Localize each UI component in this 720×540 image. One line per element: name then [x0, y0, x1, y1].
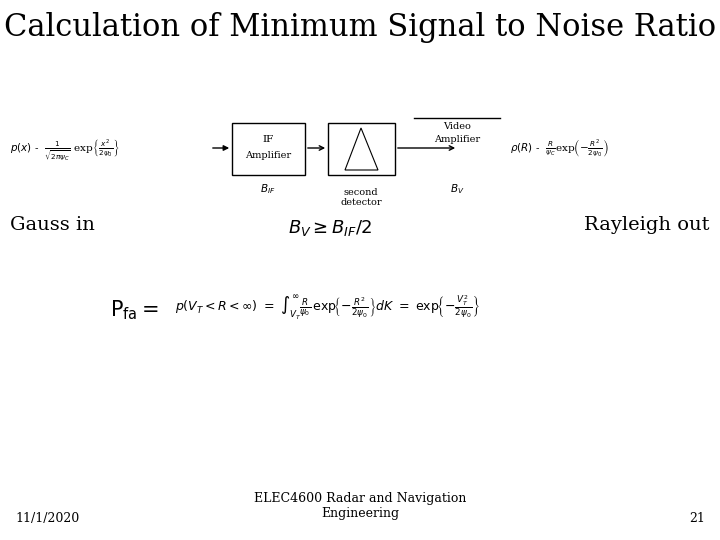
Text: ELEC4600 Radar and Navigation
Engineering: ELEC4600 Radar and Navigation Engineerin…	[254, 492, 466, 520]
Text: Rayleigh out: Rayleigh out	[585, 216, 710, 234]
Text: $B_V{\geq}B_{IF}/2$: $B_V{\geq}B_{IF}/2$	[288, 218, 372, 238]
Text: detector: detector	[340, 198, 382, 207]
Text: Gauss in: Gauss in	[10, 216, 95, 234]
Text: $\rho(R)$ -  $\frac{R}{\psi_C}$exp$\left(-\frac{R^2}{2\psi_0}\right)$: $\rho(R)$ - $\frac{R}{\psi_C}$exp$\left(…	[510, 137, 608, 159]
FancyBboxPatch shape	[232, 123, 305, 175]
Text: $p(V_T < R < \infty)\ =\ \int_{V_T}^{\infty}\frac{R}{\psi_0}\,\mathrm{exp}\!\lef: $p(V_T < R < \infty)\ =\ \int_{V_T}^{\in…	[175, 294, 480, 322]
Text: $\mathrm{P_{fa}}=$: $\mathrm{P_{fa}}=$	[110, 298, 159, 322]
Text: Amplifier: Amplifier	[434, 135, 480, 144]
FancyBboxPatch shape	[328, 123, 395, 175]
Text: Amplifier: Amplifier	[245, 151, 291, 159]
Text: 11/1/2020: 11/1/2020	[15, 512, 79, 525]
Text: 21: 21	[689, 512, 705, 525]
Text: IF: IF	[262, 136, 274, 145]
Text: $B_{IF}$: $B_{IF}$	[260, 182, 276, 196]
Text: Calculation of Minimum Signal to Noise Ratio: Calculation of Minimum Signal to Noise R…	[4, 12, 716, 43]
Text: $p(x)$ -  $\frac{1}{\sqrt{2\pi\psi_C}}$ exp$\left\{\frac{x^2}{2\psi_0}\right\}$: $p(x)$ - $\frac{1}{\sqrt{2\pi\psi_C}}$ e…	[10, 137, 120, 163]
Polygon shape	[345, 128, 378, 170]
Text: $B_V$: $B_V$	[450, 182, 464, 196]
Text: second: second	[343, 188, 378, 197]
Text: Video: Video	[443, 122, 471, 131]
